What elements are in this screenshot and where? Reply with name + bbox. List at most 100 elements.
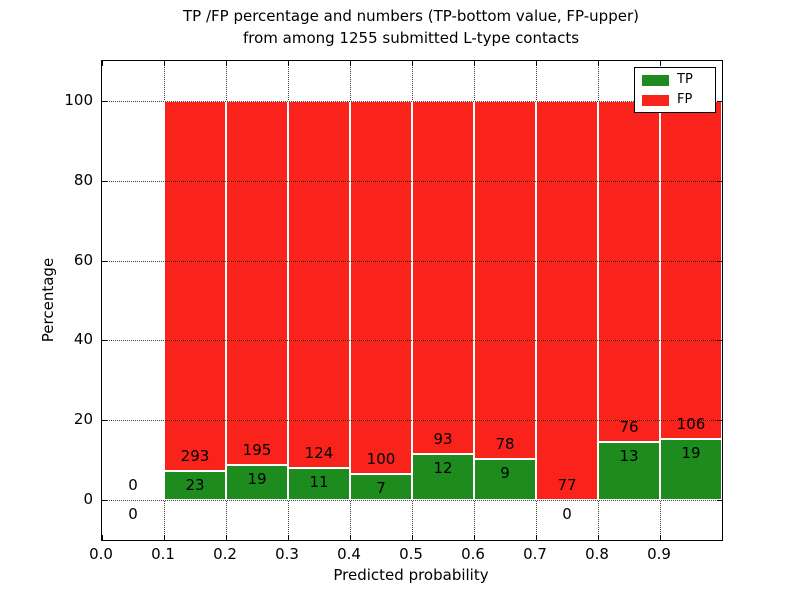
y-tick-label: 0 xyxy=(83,490,93,509)
horizontal-gridline xyxy=(102,260,722,262)
y-tick-mark xyxy=(717,500,722,502)
fp-bar-segment xyxy=(474,100,536,459)
x-tick-mark xyxy=(598,61,599,66)
fp-count-label: 76 xyxy=(619,417,639,436)
x-tick-mark xyxy=(660,535,661,540)
chart-title: TP /FP percentage and numbers (TP-bottom… xyxy=(101,5,721,49)
fp-count-label: 100 xyxy=(366,449,396,468)
x-tick-mark xyxy=(350,535,351,540)
tp-count-label: 23 xyxy=(185,476,205,495)
x-tick-mark xyxy=(288,61,289,66)
y-tick-mark xyxy=(102,260,107,262)
tp-count-label: 19 xyxy=(681,444,701,463)
fp-bar-segment xyxy=(288,100,350,468)
tp-bar-segment xyxy=(474,458,536,501)
horizontal-gridline xyxy=(102,420,722,422)
fp-bar-segment xyxy=(226,100,288,465)
y-tick-mark xyxy=(102,500,107,502)
tp-count-label: 9 xyxy=(500,463,510,482)
x-tick-label: 0.8 xyxy=(585,545,609,563)
tp-bar-segment xyxy=(412,454,474,501)
plot-area: TP FP 0 0 293 23 195 19 124 11 100 7 93 12 78 9 77 0 76 13… xyxy=(101,60,723,541)
fp-count-label: 106 xyxy=(676,415,706,434)
legend-label: FP xyxy=(677,92,693,107)
x-tick-mark xyxy=(474,535,475,540)
tp-bar-segment xyxy=(660,439,722,501)
tp-count-label: 0 xyxy=(562,505,572,524)
chart-title-line1: TP /FP percentage and numbers (TP-bottom… xyxy=(183,7,639,25)
x-tick-mark xyxy=(226,535,227,540)
x-tick-label: 0.5 xyxy=(399,545,423,563)
tp-bar-segment xyxy=(226,464,288,501)
x-tick-label: 0.4 xyxy=(337,545,361,563)
fp-count-label: 195 xyxy=(242,440,272,459)
horizontal-gridline xyxy=(102,100,722,102)
y-tick-label: 100 xyxy=(64,90,93,109)
tp-bar-segment xyxy=(288,467,350,501)
y-tick-mark xyxy=(717,260,722,262)
fp-count-label: 0 xyxy=(128,476,138,495)
x-tick-label: 0.2 xyxy=(213,545,237,563)
fp-bar-segment xyxy=(412,100,474,455)
tp-count-label: 12 xyxy=(433,459,453,478)
x-tick-mark xyxy=(102,61,103,66)
x-tick-label: 0.7 xyxy=(523,545,547,563)
y-tick-mark xyxy=(717,340,722,342)
fp-bar-segment xyxy=(660,100,722,440)
x-tick-label: 0.1 xyxy=(151,545,175,563)
tp-count-label: 13 xyxy=(619,446,639,465)
y-tick-mark xyxy=(717,100,722,102)
y-tick-mark xyxy=(102,180,107,182)
chart-title-line2: from among 1255 submitted L-type contact… xyxy=(242,29,580,47)
tp-bar-segment xyxy=(598,441,660,501)
tp-count-label: 19 xyxy=(247,469,267,488)
x-tick-mark xyxy=(350,61,351,66)
x-tick-mark xyxy=(598,535,599,540)
x-tick-mark xyxy=(536,61,537,66)
x-axis-label: Predicted probability xyxy=(333,566,489,584)
y-tick-label: 60 xyxy=(73,250,93,269)
fp-count-label: 93 xyxy=(433,430,453,449)
x-tick-mark xyxy=(164,61,165,66)
fp-count-label: 293 xyxy=(180,447,210,466)
legend-label: TP xyxy=(677,72,693,87)
x-tick-mark xyxy=(288,535,289,540)
tp-count-label: 0 xyxy=(128,505,138,524)
y-tick-label: 80 xyxy=(73,170,93,189)
x-tick-label: 0.3 xyxy=(275,545,299,563)
fp-color-swatch xyxy=(642,94,669,106)
x-tick-mark xyxy=(412,535,413,540)
y-tick-label: 20 xyxy=(73,410,93,429)
tp-count-label: 7 xyxy=(376,478,386,497)
x-tick-mark xyxy=(536,535,537,540)
y-tick-mark xyxy=(717,420,722,422)
fp-bar-segment xyxy=(536,100,598,501)
x-tick-label: 0.0 xyxy=(89,545,113,563)
tp-bar-segment xyxy=(350,473,412,501)
horizontal-gridline xyxy=(102,340,722,342)
x-tick-label: 0.9 xyxy=(647,545,671,563)
fp-bar-segment xyxy=(164,100,226,471)
y-tick-label: 40 xyxy=(73,330,93,349)
fp-count-label: 124 xyxy=(304,443,334,462)
x-tick-mark xyxy=(412,61,413,66)
y-tick-mark xyxy=(102,100,107,102)
y-tick-mark xyxy=(102,340,107,342)
x-tick-mark xyxy=(474,61,475,66)
fp-count-label: 78 xyxy=(495,434,515,453)
horizontal-gridline xyxy=(102,500,722,502)
fp-count-label: 77 xyxy=(557,476,577,495)
x-tick-mark xyxy=(102,535,103,540)
y-tick-mark xyxy=(102,420,107,422)
y-tick-mark xyxy=(717,180,722,182)
tp-color-swatch xyxy=(642,74,669,86)
horizontal-gridline xyxy=(102,180,722,182)
legend-entry-fp: FP xyxy=(642,93,708,107)
x-tick-mark xyxy=(226,61,227,66)
tp-count-label: 11 xyxy=(309,472,329,491)
tp-bar-segment xyxy=(164,471,226,501)
x-tick-mark xyxy=(660,61,661,66)
x-tick-mark xyxy=(164,535,165,540)
x-tick-label: 0.6 xyxy=(461,545,485,563)
